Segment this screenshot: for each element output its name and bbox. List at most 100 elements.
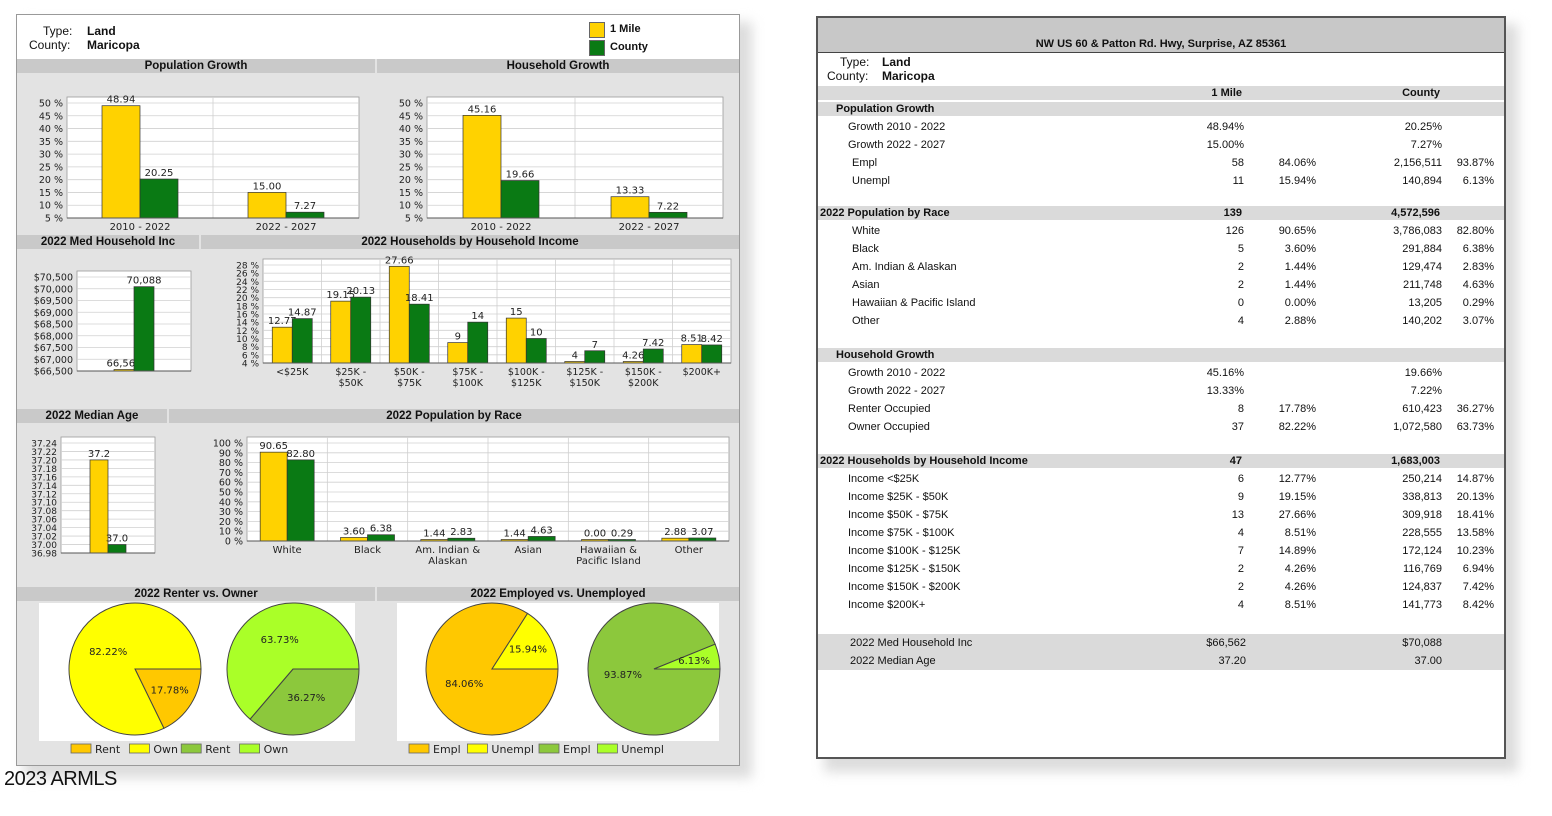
x-tick-label: $50K -	[394, 367, 425, 378]
pop-growth-chart: 50 %45 % 40 % 35 % 30 %25 % 20 % 15 % 10 % 5 % 4…	[39, 95, 360, 233]
section-total-county: 1,683,003	[1391, 455, 1440, 467]
data-label: 4	[572, 351, 578, 362]
y-tick-label: 20 %	[219, 517, 243, 528]
value-1mile: 8	[1237, 403, 1244, 415]
value-1mile: 48.94%	[1206, 121, 1244, 133]
bar-1mile	[330, 300, 352, 364]
value-county: 228,555	[1402, 527, 1442, 539]
pct-1mile: 8.51%	[1284, 527, 1316, 539]
legend-label: Empl	[433, 743, 461, 756]
value-county: 116,769	[1403, 563, 1442, 575]
y-tick-label: 25 %	[399, 162, 423, 173]
legend-swatch	[239, 743, 261, 754]
y-tick-label: 40 %	[39, 124, 63, 135]
y-tick-label: 5 %	[45, 214, 63, 225]
row-label: Income $100K - $125K	[848, 545, 961, 557]
x-tick-label: $100K	[453, 378, 484, 389]
data-label: 7	[592, 340, 598, 351]
y-tick-label: 37.00	[31, 541, 57, 551]
legend-1mile-swatch	[589, 22, 605, 38]
pct-county: 8.42%	[1462, 599, 1494, 611]
y-tick-label: 100 %	[213, 439, 243, 450]
data-label: 19.66	[506, 170, 535, 181]
value-1mile: 7	[1237, 545, 1244, 557]
pct-county: 4.63%	[1462, 279, 1494, 291]
row-label: Unempl	[852, 175, 890, 187]
y-tick-label: 10 %	[39, 201, 63, 212]
pct-1mile: 4.26%	[1284, 563, 1316, 575]
pct-county: 6.38%	[1462, 243, 1494, 255]
legend-1mile-label: 1 Mile	[610, 23, 641, 35]
y-tick-label: 15 %	[39, 188, 63, 199]
y-tick-label: 12 %	[236, 327, 259, 337]
col-1mile-header: 1 Mile	[1211, 87, 1242, 99]
bar-county	[642, 348, 664, 364]
y-tick-label: $67,000	[34, 355, 73, 366]
value-county: 250,214	[1402, 473, 1442, 485]
y-tick-label: 70 %	[219, 468, 243, 479]
data-table-page: NW US 60 & Patton Rd. Hwy, Surprise, AZ …	[816, 16, 1506, 759]
section-title: 2022 Population by Race	[820, 207, 950, 219]
y-tick-label: 90 %	[219, 448, 243, 459]
pie-slice-own	[226, 602, 360, 720]
data-label: 37.2	[88, 449, 110, 460]
data-label: 66,562	[107, 359, 142, 370]
pie-slice-own	[68, 602, 202, 736]
county-label: County:	[29, 38, 71, 52]
pct-1mile: 1.44%	[1284, 279, 1316, 291]
x-tick-label: $125K	[511, 378, 542, 389]
legend-label: Own	[153, 743, 178, 756]
hh-growth-chart: 50 %45 % 40 % 35 % 30 %25 % 20 % 15 % 10 % 5 % 4…	[399, 96, 724, 233]
bar-1mile	[271, 326, 293, 364]
x-tick-label: $75K -	[452, 367, 483, 378]
row-label: Renter Occupied	[848, 403, 931, 415]
value-1mile: 2	[1237, 261, 1244, 273]
y-tick-label: 8 %	[242, 343, 260, 353]
legend-county-label: County	[610, 41, 648, 53]
data-label: 4.26	[622, 351, 644, 362]
county-value: Maricopa	[882, 69, 935, 83]
hh-income-chart: 28 %26 %24 %22 %20 %18 %16 %14 %12 %10 %…	[236, 255, 732, 389]
data-label: 3.07	[691, 527, 713, 538]
value-county: 309,918	[1402, 509, 1442, 521]
data-label: 6.38	[370, 524, 392, 535]
row-label: Growth 2010 - 2022	[848, 367, 946, 379]
y-tick-label: 80 %	[219, 458, 243, 469]
row-label: Owner Occupied	[848, 421, 930, 433]
row-label: Income <$25K	[848, 473, 920, 485]
data-label: 19.15	[326, 290, 355, 301]
row-label: Other	[852, 315, 880, 327]
row-label: Hawaiian & Pacific Island	[852, 297, 976, 309]
hh-income-title: 2022 Households by Household Income	[201, 235, 739, 249]
x-tick-label: 2010 - 2022	[110, 222, 171, 233]
bar-county	[408, 303, 430, 364]
y-tick-label: 18 %	[236, 302, 259, 312]
y-tick-label: 10 %	[236, 335, 259, 345]
med-age-chart: 37.2437.2237.2037.1837.1637.1437.1237.10…	[31, 436, 156, 560]
value-1mile: 2	[1237, 581, 1244, 593]
y-tick-label: 14 %	[236, 319, 259, 329]
pct-1mile: 27.66%	[1278, 509, 1316, 521]
value-1mile: 2	[1237, 563, 1244, 575]
pop-race-title: 2022 Population by Race	[169, 409, 739, 423]
y-tick-label: 50 %	[219, 488, 243, 499]
bar-1mile	[610, 196, 650, 219]
value-1mile: 9	[1237, 491, 1244, 503]
value-1mile: 2	[1237, 279, 1244, 291]
y-tick-label: $69,000	[34, 308, 73, 319]
data-label: 18.41	[405, 293, 434, 304]
pie-section: 2022 Renter vs. Owner 2022 Employed vs. …	[17, 585, 739, 765]
legend-swatch	[466, 743, 488, 754]
data-label: 2.88	[664, 527, 686, 538]
legend-swatch	[180, 743, 202, 754]
data-label: 7.42	[642, 338, 664, 349]
pie-label: 6.13%	[678, 656, 710, 667]
pop-race-chart: 100 %90 %80 %70 %60 %50 %40 %30 %20 %10 …	[213, 436, 730, 567]
pct-1mile: 2.88%	[1284, 315, 1316, 327]
data-label: 15.00	[253, 181, 282, 192]
pct-1mile: 90.65%	[1278, 225, 1316, 237]
row-label: Income $75K - $100K	[848, 527, 955, 539]
x-tick-label: Alaskan	[428, 556, 467, 567]
bar-county	[133, 286, 155, 372]
y-tick-label: 37.18	[31, 465, 57, 475]
